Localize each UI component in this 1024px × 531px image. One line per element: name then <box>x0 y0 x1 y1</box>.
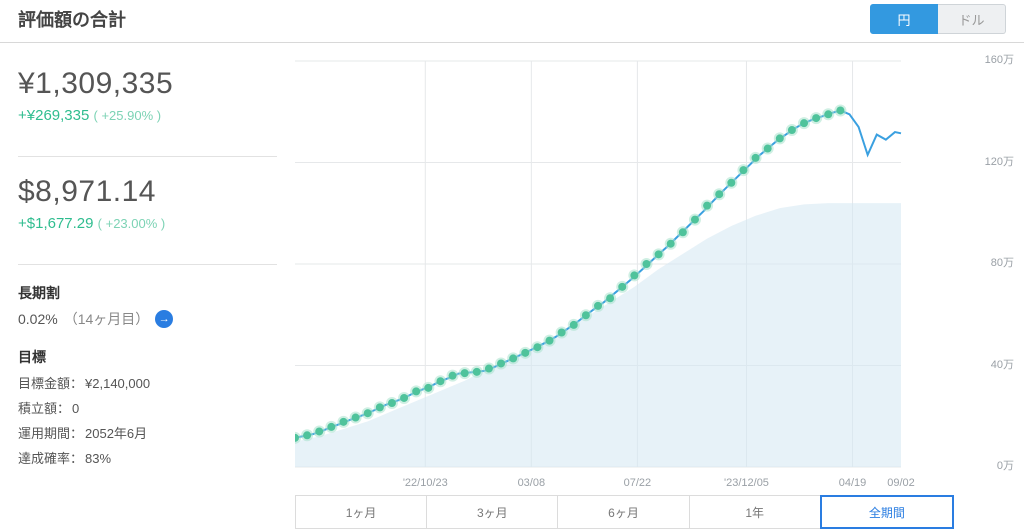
jpy-gain-amount: +¥269,335 <box>18 107 89 124</box>
goal-key: 運用期間： <box>18 426 83 441</box>
goal-key: 目標金額： <box>18 376 83 391</box>
summary-usd: $8,971.14 +$1,677.29 ( +23.00% ) <box>18 175 277 250</box>
ytick-label: 120万 <box>985 153 1014 169</box>
goal-row: 達成確率：83% <box>18 448 277 467</box>
jpy-value: ¥1,309,335 <box>18 67 277 101</box>
divider <box>18 156 277 157</box>
longterm-months: （14ヶ月目） <box>64 309 150 329</box>
ytick-label: 0万 <box>997 457 1014 473</box>
goal-title: 目標 <box>18 347 277 367</box>
xtick-label: '22/10/23 <box>403 477 448 489</box>
goal-row: 運用期間：2052年6月 <box>18 423 277 442</box>
longterm-title: 長期割 <box>18 283 277 303</box>
goal-row: 目標金額：¥2,140,000 <box>18 373 277 392</box>
page-title: 評価額の合計 <box>18 6 126 32</box>
x-axis-labels: '22/10/23 03/08 07/22 '23/12/05 04/19 09/02 <box>295 475 954 495</box>
range-tab-3m[interactable]: 3ヶ月 <box>427 496 558 528</box>
goal-val: 2052年6月 <box>85 426 147 441</box>
usd-gain: +$1,677.29 ( +23.00% ) <box>18 215 277 232</box>
goal-section: 目標 目標金額：¥2,140,000 積立額：0 運用期間：2052年6月 達成… <box>18 347 277 467</box>
ytick-label: 40万 <box>991 356 1014 372</box>
portfolio-chart[interactable] <box>295 55 955 475</box>
divider <box>18 264 277 265</box>
xtick-label: '23/12/05 <box>724 477 769 489</box>
currency-tab-usd[interactable]: ドル <box>938 4 1006 34</box>
range-tab-6m[interactable]: 6ヶ月 <box>558 496 689 528</box>
ytick-label: 160万 <box>985 51 1014 67</box>
usd-gain-amount: +$1,677.29 <box>18 215 94 232</box>
goal-row: 積立額：0 <box>18 398 277 417</box>
goal-key: 積立額： <box>18 401 70 416</box>
range-tab-all[interactable]: 全期間 <box>820 495 954 529</box>
currency-toggle: 円 ドル <box>870 4 1006 34</box>
arrow-right-icon[interactable]: → <box>155 310 173 328</box>
goal-val: 0 <box>72 401 79 416</box>
sidebar: ¥1,309,335 +¥269,335 ( +25.90% ) $8,971.… <box>0 43 295 529</box>
currency-tab-jpy[interactable]: 円 <box>870 4 938 34</box>
xtick-label: 07/22 <box>624 477 652 489</box>
goal-val: ¥2,140,000 <box>85 376 150 391</box>
summary-jpy: ¥1,309,335 +¥269,335 ( +25.90% ) <box>18 67 277 142</box>
jpy-gain-pct: ( +25.90% ) <box>94 108 162 123</box>
range-tabs: 1ヶ月 3ヶ月 6ヶ月 1年 全期間 <box>295 495 954 529</box>
header: 評価額の合計 円 ドル <box>0 0 1024 43</box>
longterm-rate: 0.02% <box>18 311 58 327</box>
xtick-label: 03/08 <box>518 477 546 489</box>
xtick-label: 04/19 <box>839 477 867 489</box>
y-axis-labels: 0万 40万 80万 120万 160万 <box>966 53 1014 473</box>
longterm-section: 長期割 0.02% （14ヶ月目） → <box>18 283 277 329</box>
jpy-gain: +¥269,335 ( +25.90% ) <box>18 107 277 124</box>
range-tab-1y[interactable]: 1年 <box>690 496 821 528</box>
ytick-label: 80万 <box>991 254 1014 270</box>
chart-area: 0万 40万 80万 120万 160万 '22/10/23 03/08 07/22 '23/… <box>295 43 1024 529</box>
usd-gain-pct: ( +23.00% ) <box>98 216 166 231</box>
range-tab-1m[interactable]: 1ヶ月 <box>296 496 427 528</box>
goal-val: 83% <box>85 451 111 466</box>
usd-value: $8,971.14 <box>18 175 277 209</box>
goal-key: 達成確率： <box>18 451 83 466</box>
xtick-label: 09/02 <box>887 477 915 489</box>
